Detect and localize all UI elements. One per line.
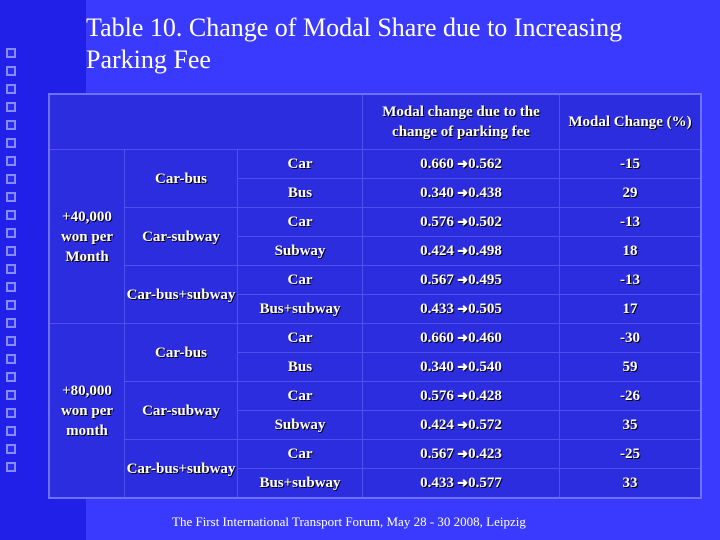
mode-cell: Bus (237, 178, 363, 208)
share-from: 0.340 (420, 358, 454, 375)
arrow-right-icon: ➜ (453, 387, 469, 403)
decor-squares (6, 48, 20, 480)
table-row: Bus 0.340 ➜0.540 59 (49, 352, 702, 382)
fee-group-label: +40,000 won per Month (48, 149, 125, 324)
footer-text: The First International Transport Forum,… (172, 514, 526, 529)
mode-cell: Car (237, 207, 363, 237)
competition-pair-label: Car-bus (124, 323, 238, 382)
share-from: 0.576 (420, 387, 454, 404)
share-change-cell: 0.576 ➜0.428 (362, 381, 560, 411)
table-row: +40,000 won per Month Car-bus Car 0.660 ➜0.… (48, 149, 702, 324)
percent-change-cell: 29 (559, 178, 702, 208)
arrow-right-icon: ➜ (453, 329, 469, 345)
slide-title: Table 10. Change of Modal Share due to I… (86, 13, 623, 74)
header-empty-cell (48, 93, 363, 150)
arrow-right-icon: ➜ (453, 271, 469, 287)
competition-pair-label: Car-subway (124, 381, 238, 440)
share-change-cell: 0.567 ➜0.423 (362, 439, 560, 469)
share-to: 0.502 (468, 213, 502, 230)
table-row: Car-subway Car 0.576 ➜0.502 -13 (49, 207, 702, 266)
percent-change-cell: -30 (559, 323, 702, 353)
competition-pair-label: Car-bus+subway (124, 265, 238, 324)
mode-cell: Bus+subway (237, 468, 363, 499)
share-from: 0.567 (420, 445, 454, 462)
percent-change-cell: -25 (559, 439, 702, 469)
share-from: 0.433 (420, 300, 454, 317)
percent-change-cell: -13 (559, 207, 702, 237)
share-from: 0.424 (420, 242, 454, 259)
percent-change-cell: 35 (559, 410, 702, 440)
table-row: Car-bus+subway Car 0.567 ➜0.495 -13 (49, 265, 702, 324)
header-modal-change-pct: Modal Change (%) (559, 93, 702, 150)
mode-cell: Car (237, 439, 363, 469)
share-to: 0.460 (468, 329, 502, 346)
arrow-right-icon: ➜ (453, 242, 469, 258)
share-from: 0.424 (420, 416, 454, 433)
competition-pair-label: Car-bus (124, 149, 238, 208)
share-from: 0.433 (420, 474, 454, 491)
modal-share-table: Modal change due to the change of parkin… (48, 93, 702, 499)
share-change-cell: 0.433 ➜0.577 (362, 468, 560, 499)
arrow-right-icon: ➜ (453, 213, 469, 229)
share-from: 0.660 (420, 155, 454, 172)
table-row: Car-bus+subway Car 0.567 ➜0.423 -25 (49, 439, 702, 499)
share-change-cell: 0.660 ➜0.460 (362, 323, 560, 353)
mode-cell: Car (237, 149, 363, 179)
percent-change-cell: 59 (559, 352, 702, 382)
percent-change-cell: -15 (559, 149, 702, 179)
competition-pair-label: Car-subway (124, 207, 238, 266)
percent-change-cell: 17 (559, 294, 702, 324)
percent-change-cell: 33 (559, 468, 702, 499)
share-change-cell: 0.567 ➜0.495 (362, 265, 560, 295)
share-change-cell: 0.660 ➜0.562 (362, 149, 560, 179)
share-from: 0.660 (420, 329, 454, 346)
share-to: 0.423 (468, 445, 502, 462)
arrow-right-icon: ➜ (453, 474, 469, 490)
table-row: Bus+subway 0.433 ➜0.577 33 (49, 468, 702, 499)
share-to: 0.438 (468, 184, 502, 201)
mode-cell: Car (237, 381, 363, 411)
share-from: 0.576 (420, 213, 454, 230)
mode-cell: Car (237, 323, 363, 353)
share-change-cell: 0.424 ➜0.572 (362, 410, 560, 440)
share-change-cell: 0.340 ➜0.540 (362, 352, 560, 382)
header-row: Modal change due to the change of parkin… (48, 93, 702, 150)
share-to: 0.495 (468, 271, 502, 288)
arrow-right-icon: ➜ (453, 445, 469, 461)
arrow-right-icon: ➜ (453, 155, 469, 171)
share-change-cell: 0.340 ➜0.438 (362, 178, 560, 208)
share-to: 0.540 (468, 358, 502, 375)
share-to: 0.498 (468, 242, 502, 259)
fee-group-label: +80,000 won per month (48, 323, 125, 499)
share-to: 0.505 (468, 300, 502, 317)
share-from: 0.340 (420, 184, 454, 201)
share-from: 0.567 (420, 271, 454, 288)
table-row: +80,000 won per month Car-bus Car 0.660 ➜0.… (48, 323, 702, 499)
table-row: Bus 0.340 ➜0.438 29 (49, 178, 702, 208)
arrow-right-icon: ➜ (453, 358, 469, 374)
percent-change-cell: -13 (559, 265, 702, 295)
percent-change-cell: 18 (559, 236, 702, 266)
share-to: 0.572 (468, 416, 502, 433)
share-to: 0.562 (468, 155, 502, 172)
table-row: Car-subway Car 0.576 ➜0.428 -26 (49, 381, 702, 440)
mode-cell: Car (237, 265, 363, 295)
share-to: 0.428 (468, 387, 502, 404)
mode-cell: Subway (237, 236, 363, 266)
share-to: 0.577 (468, 474, 502, 491)
mode-cell: Bus (237, 352, 363, 382)
share-change-cell: 0.576 ➜0.502 (362, 207, 560, 237)
arrow-right-icon: ➜ (453, 300, 469, 316)
share-change-cell: 0.424 ➜0.498 (362, 236, 560, 266)
table-row: Subway 0.424 ➜0.498 18 (49, 236, 702, 266)
mode-cell: Bus+subway (237, 294, 363, 324)
mode-cell: Subway (237, 410, 363, 440)
competition-pair-label: Car-bus+subway (124, 439, 238, 499)
table-row: Bus+subway 0.433 ➜0.505 17 (49, 294, 702, 324)
header-modal-change: Modal change due to the change of parkin… (362, 93, 560, 150)
percent-change-cell: -26 (559, 381, 702, 411)
share-change-cell: 0.433 ➜0.505 (362, 294, 560, 324)
arrow-right-icon: ➜ (453, 184, 469, 200)
arrow-right-icon: ➜ (453, 416, 469, 432)
